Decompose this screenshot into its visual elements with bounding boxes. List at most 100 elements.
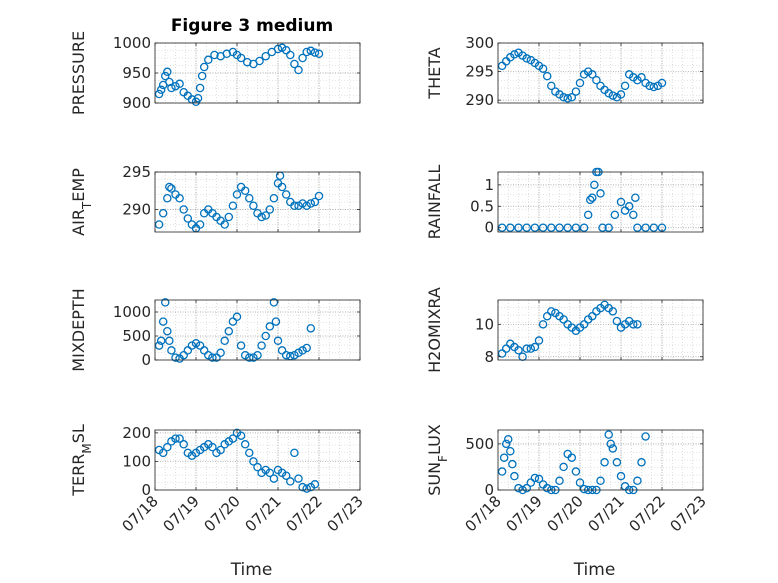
data-point bbox=[271, 317, 281, 326]
y-axis-label: MIXDEPTH bbox=[69, 288, 88, 371]
data-point bbox=[179, 205, 188, 214]
y-axis-label: RAINFALL bbox=[425, 165, 444, 240]
data-point bbox=[240, 440, 250, 449]
data-point bbox=[224, 212, 234, 222]
y-tick-label: 900 bbox=[122, 94, 151, 112]
axes-box bbox=[154, 299, 361, 361]
data-point bbox=[306, 199, 316, 208]
x-tick-label: 07/21 bbox=[585, 492, 628, 535]
data-point bbox=[197, 71, 207, 81]
series-markers bbox=[497, 48, 667, 103]
data-point bbox=[590, 180, 599, 190]
data-point bbox=[245, 353, 254, 362]
y-tick-label: 0.5 bbox=[470, 197, 494, 215]
data-point bbox=[208, 353, 217, 362]
data-point bbox=[265, 468, 275, 478]
data-point bbox=[575, 478, 585, 487]
data-point bbox=[298, 199, 307, 208]
axes-box bbox=[497, 429, 704, 491]
data-point bbox=[514, 483, 523, 493]
data-point bbox=[567, 93, 577, 102]
data-point bbox=[497, 349, 507, 358]
data-point bbox=[281, 350, 291, 360]
data-point bbox=[588, 193, 597, 202]
data-point bbox=[171, 434, 180, 443]
data-point bbox=[191, 338, 201, 348]
data-point bbox=[165, 336, 174, 346]
data-point bbox=[193, 93, 203, 103]
data-point bbox=[255, 56, 264, 66]
data-point bbox=[265, 322, 275, 331]
subplot-sun-flux: 0 500 SUNFLUX 07/1807/1907/2007/2107/2207/2… bbox=[425, 424, 710, 580]
data-point bbox=[175, 434, 184, 443]
y-tick-label: 295 bbox=[465, 63, 494, 81]
data-point bbox=[232, 190, 242, 199]
axes-box bbox=[154, 171, 361, 233]
data-point bbox=[167, 184, 176, 193]
data-point bbox=[526, 344, 536, 353]
data-point bbox=[302, 343, 311, 353]
subplot-terr-msl: 0 100 200 TERRMSL 07/1807/1907/2007/2107/220… bbox=[69, 424, 367, 580]
data-point bbox=[154, 341, 164, 350]
data-point bbox=[506, 446, 515, 456]
data-point bbox=[224, 326, 234, 336]
data-point bbox=[563, 94, 572, 103]
data-point bbox=[547, 307, 556, 316]
y-axis-label: TERRMSL bbox=[69, 424, 94, 497]
data-point bbox=[154, 89, 164, 99]
data-point bbox=[286, 477, 295, 486]
data-point bbox=[542, 71, 552, 81]
data-point bbox=[616, 90, 626, 99]
data-point bbox=[314, 191, 324, 201]
data-point bbox=[232, 312, 242, 322]
data-point bbox=[216, 445, 225, 455]
subplot-h2omixra: 8 10 H2OMIXRA bbox=[425, 287, 704, 373]
data-point bbox=[290, 350, 299, 360]
data-point bbox=[281, 190, 291, 199]
data-point bbox=[273, 336, 283, 346]
data-point bbox=[158, 448, 168, 458]
y-tick-label: 0 bbox=[484, 219, 494, 237]
y-tick-label: 10 bbox=[475, 315, 494, 333]
y-axis-label: H2OMIXRA bbox=[425, 287, 444, 373]
data-point bbox=[522, 54, 531, 63]
data-point bbox=[571, 87, 581, 96]
data-point bbox=[306, 46, 316, 56]
x-tick-label: 07/19 bbox=[503, 492, 546, 535]
data-point bbox=[277, 43, 287, 53]
x-tick-label: 07/21 bbox=[242, 492, 285, 535]
data-point bbox=[257, 212, 266, 222]
data-point bbox=[298, 53, 307, 63]
data-point bbox=[302, 484, 311, 493]
data-point bbox=[608, 444, 618, 453]
axes-box bbox=[497, 299, 704, 361]
data-point bbox=[160, 71, 170, 81]
data-point bbox=[501, 344, 511, 353]
data-point bbox=[165, 182, 174, 192]
data-point bbox=[604, 89, 613, 98]
data-point bbox=[236, 431, 246, 440]
data-point bbox=[633, 320, 642, 329]
data-point bbox=[598, 223, 607, 232]
data-point bbox=[236, 341, 246, 350]
y-axis-label: AIRTEMP bbox=[69, 168, 94, 236]
data-point bbox=[249, 201, 258, 210]
data-point bbox=[269, 298, 279, 307]
data-point bbox=[249, 457, 258, 466]
data-point bbox=[610, 210, 620, 220]
subplot-pressure: 900 950 1000 PRESSURE bbox=[69, 31, 361, 115]
series-markers bbox=[154, 171, 324, 233]
x-tick-label: 07/19 bbox=[160, 492, 203, 535]
data-point bbox=[499, 453, 509, 462]
series-markers bbox=[497, 300, 642, 362]
subplot-air-temp: 290 295 AIRTEMP bbox=[69, 163, 361, 236]
data-point bbox=[306, 324, 316, 333]
data-point bbox=[571, 467, 581, 476]
data-point bbox=[210, 50, 219, 60]
data-point bbox=[281, 45, 291, 55]
y-axis-label: THETA bbox=[425, 47, 444, 99]
data-point bbox=[508, 459, 517, 469]
data-point bbox=[579, 484, 589, 494]
data-point bbox=[637, 73, 646, 82]
data-point bbox=[310, 480, 320, 489]
